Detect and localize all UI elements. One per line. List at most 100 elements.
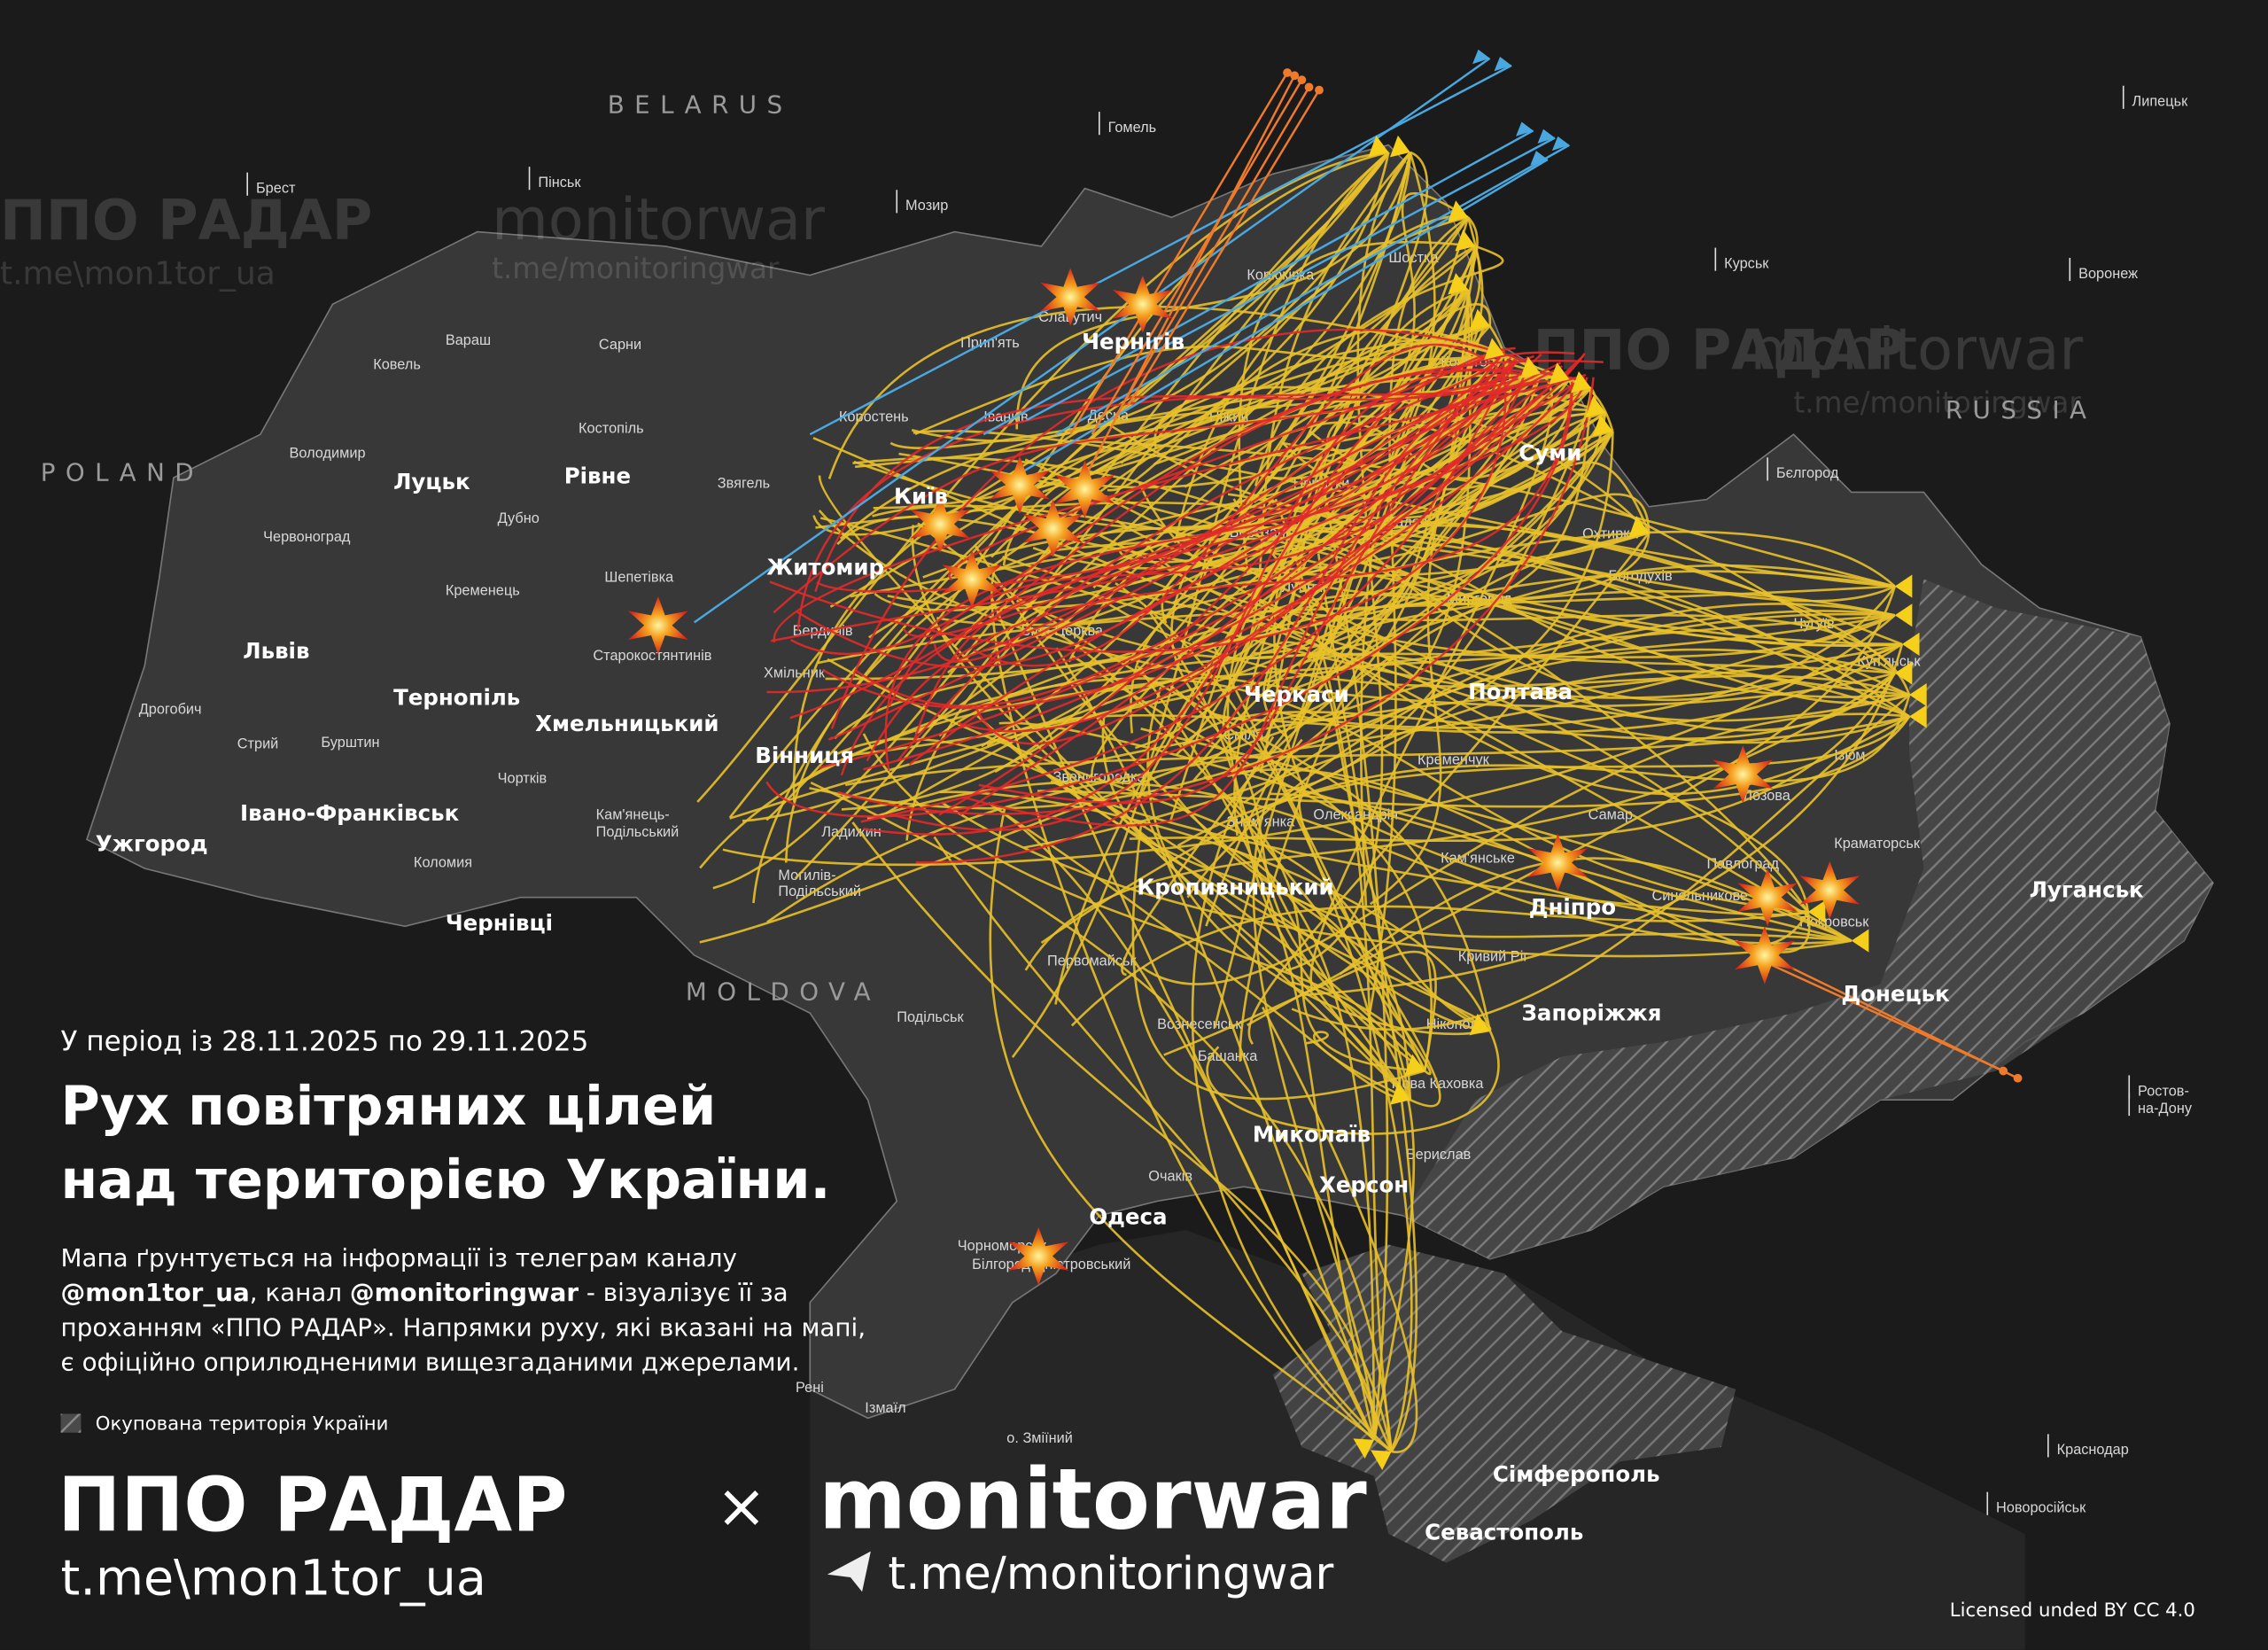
major-city-label: Ужгород [96, 830, 208, 856]
explosion-icon [1713, 745, 1774, 804]
missile-track [975, 354, 1585, 745]
missile-icon [1537, 128, 1556, 144]
ballistic-track [1750, 953, 2004, 1072]
major-city-label: Херсон [1319, 1172, 1409, 1198]
title-line-1: Рух повітряних цілей [61, 1076, 717, 1138]
missile-track [889, 369, 1529, 831]
missile-track [866, 386, 1573, 762]
channel-mention: @monitoringwar [350, 1278, 579, 1307]
drone-track [1274, 498, 1393, 1452]
ballistic-track [1091, 79, 1303, 435]
explosion-icon [627, 596, 688, 655]
watermark-text: t.me\mon1tor_ua [0, 255, 276, 292]
major-city-label: Суми [1518, 440, 1581, 466]
missile-track [773, 373, 1587, 643]
drone-track [1174, 794, 1852, 942]
city-label: о. Зміїний [1006, 1430, 1073, 1446]
drone-track [812, 245, 1477, 536]
city-label: Подільський [596, 824, 680, 840]
major-city-label: Миколаїв [1253, 1122, 1371, 1148]
drone-track [1203, 775, 1425, 1072]
drone-arrowhead-icon [1571, 370, 1591, 393]
major-city-label: Чернівці [446, 910, 553, 936]
drone-arrowhead-icon [1448, 272, 1469, 295]
watermark-text: ППО РАДАР [0, 188, 372, 253]
ppo-radar-logo: ППО РАДАР [58, 1462, 567, 1550]
monitoringwar-link[interactable]: t.me/monitoringwar [888, 1547, 1333, 1599]
drone-arrowhead-icon [1592, 414, 1613, 437]
text-fragment: - візуалізує її за [579, 1278, 788, 1307]
major-city-label: Івано-Франківськ [240, 800, 460, 826]
drone-track [1201, 431, 1614, 762]
drone-track [825, 570, 1895, 681]
missile-track [814, 377, 1519, 593]
major-city-label: Львів [243, 638, 309, 664]
city-label: Могилів- [778, 868, 835, 883]
city-label: Коломия [414, 854, 472, 870]
drone-track [1291, 981, 1416, 1441]
drone-track [1103, 420, 1614, 519]
major-city-label: Київ [894, 484, 948, 510]
drone-track [933, 836, 1378, 1441]
major-city-label: Сімферополь [1493, 1461, 1660, 1487]
city-label: Шостка [1388, 250, 1439, 266]
watermark-left: ППО РАДАР monitorwar t.me\mon1tor_ua t.m… [0, 186, 825, 292]
cruise-missile-track [1055, 144, 1571, 436]
drone-track [1182, 672, 1896, 747]
occupied-east [1402, 579, 2213, 1259]
drone-track [1192, 431, 1614, 782]
drone-track [722, 614, 1896, 867]
city-label: Башанка [1198, 1048, 1258, 1064]
drone-track [818, 510, 1896, 708]
city-label: Курськ [1724, 255, 1769, 271]
drone-arrowhead-icon [1807, 899, 1826, 924]
missile-icon [1530, 151, 1548, 166]
drone-track [1015, 152, 1412, 430]
ballistic-track [1113, 86, 1310, 421]
city-label: Самар [1588, 806, 1633, 822]
drone-track [810, 782, 1393, 1452]
cruise-missile-track [1026, 136, 1556, 421]
drone-track [1141, 712, 1910, 985]
drone-track [1291, 694, 1910, 1031]
missile-track [915, 354, 1534, 864]
drone-arrowhead-icon [1628, 516, 1650, 538]
drone-track [1191, 735, 1393, 1452]
city-label: Бєлгород [1776, 465, 1839, 481]
drone-arrowhead-icon [1894, 574, 1913, 598]
telegram-icon [827, 1551, 871, 1592]
flight-tracks [693, 49, 2023, 1471]
city-label: Подільськ [897, 1009, 964, 1025]
drone-track [1177, 715, 1911, 847]
major-city-label: Чернігів [1082, 329, 1184, 354]
drone-track [1243, 648, 1896, 805]
watermark-text: ППО РАДАР [1534, 318, 1906, 383]
drone-track [986, 642, 1903, 747]
drone-track [792, 152, 1390, 802]
drone-track [729, 613, 1895, 820]
drone-track [1023, 670, 1910, 849]
ballistic-track [1069, 72, 1289, 435]
drone-track [827, 658, 1412, 1101]
drone-arrowhead-icon [1909, 704, 1927, 728]
drone-track [939, 790, 1491, 1031]
city-label: Рені [796, 1380, 824, 1396]
major-city-label: Тернопіль [393, 684, 520, 710]
description-line: проханням «ППО РАДАР». Напрямки руху, як… [61, 1312, 866, 1342]
drone-track [1253, 595, 1910, 796]
city-label: Вараш [446, 332, 491, 348]
major-city-label: Запоріжжя [1522, 1000, 1662, 1025]
branding: ППО РАДАР × monitorwar t.me\mon1tor_ua t… [58, 1451, 2195, 1622]
city-label: Подільський [778, 883, 861, 899]
mon1tor-ua-link[interactable]: t.me\mon1tor_ua [61, 1550, 486, 1607]
city-label: Кременець [446, 582, 520, 598]
missile-track [855, 376, 1586, 707]
country-label: BELARUS [608, 90, 793, 120]
drone-track [1230, 847, 1376, 1440]
drone-track [1247, 586, 1897, 1027]
missile-track [933, 379, 1565, 663]
missile-track [837, 377, 1595, 815]
drone-arrowhead-icon [1549, 362, 1570, 385]
drone-track [851, 821, 1393, 1452]
